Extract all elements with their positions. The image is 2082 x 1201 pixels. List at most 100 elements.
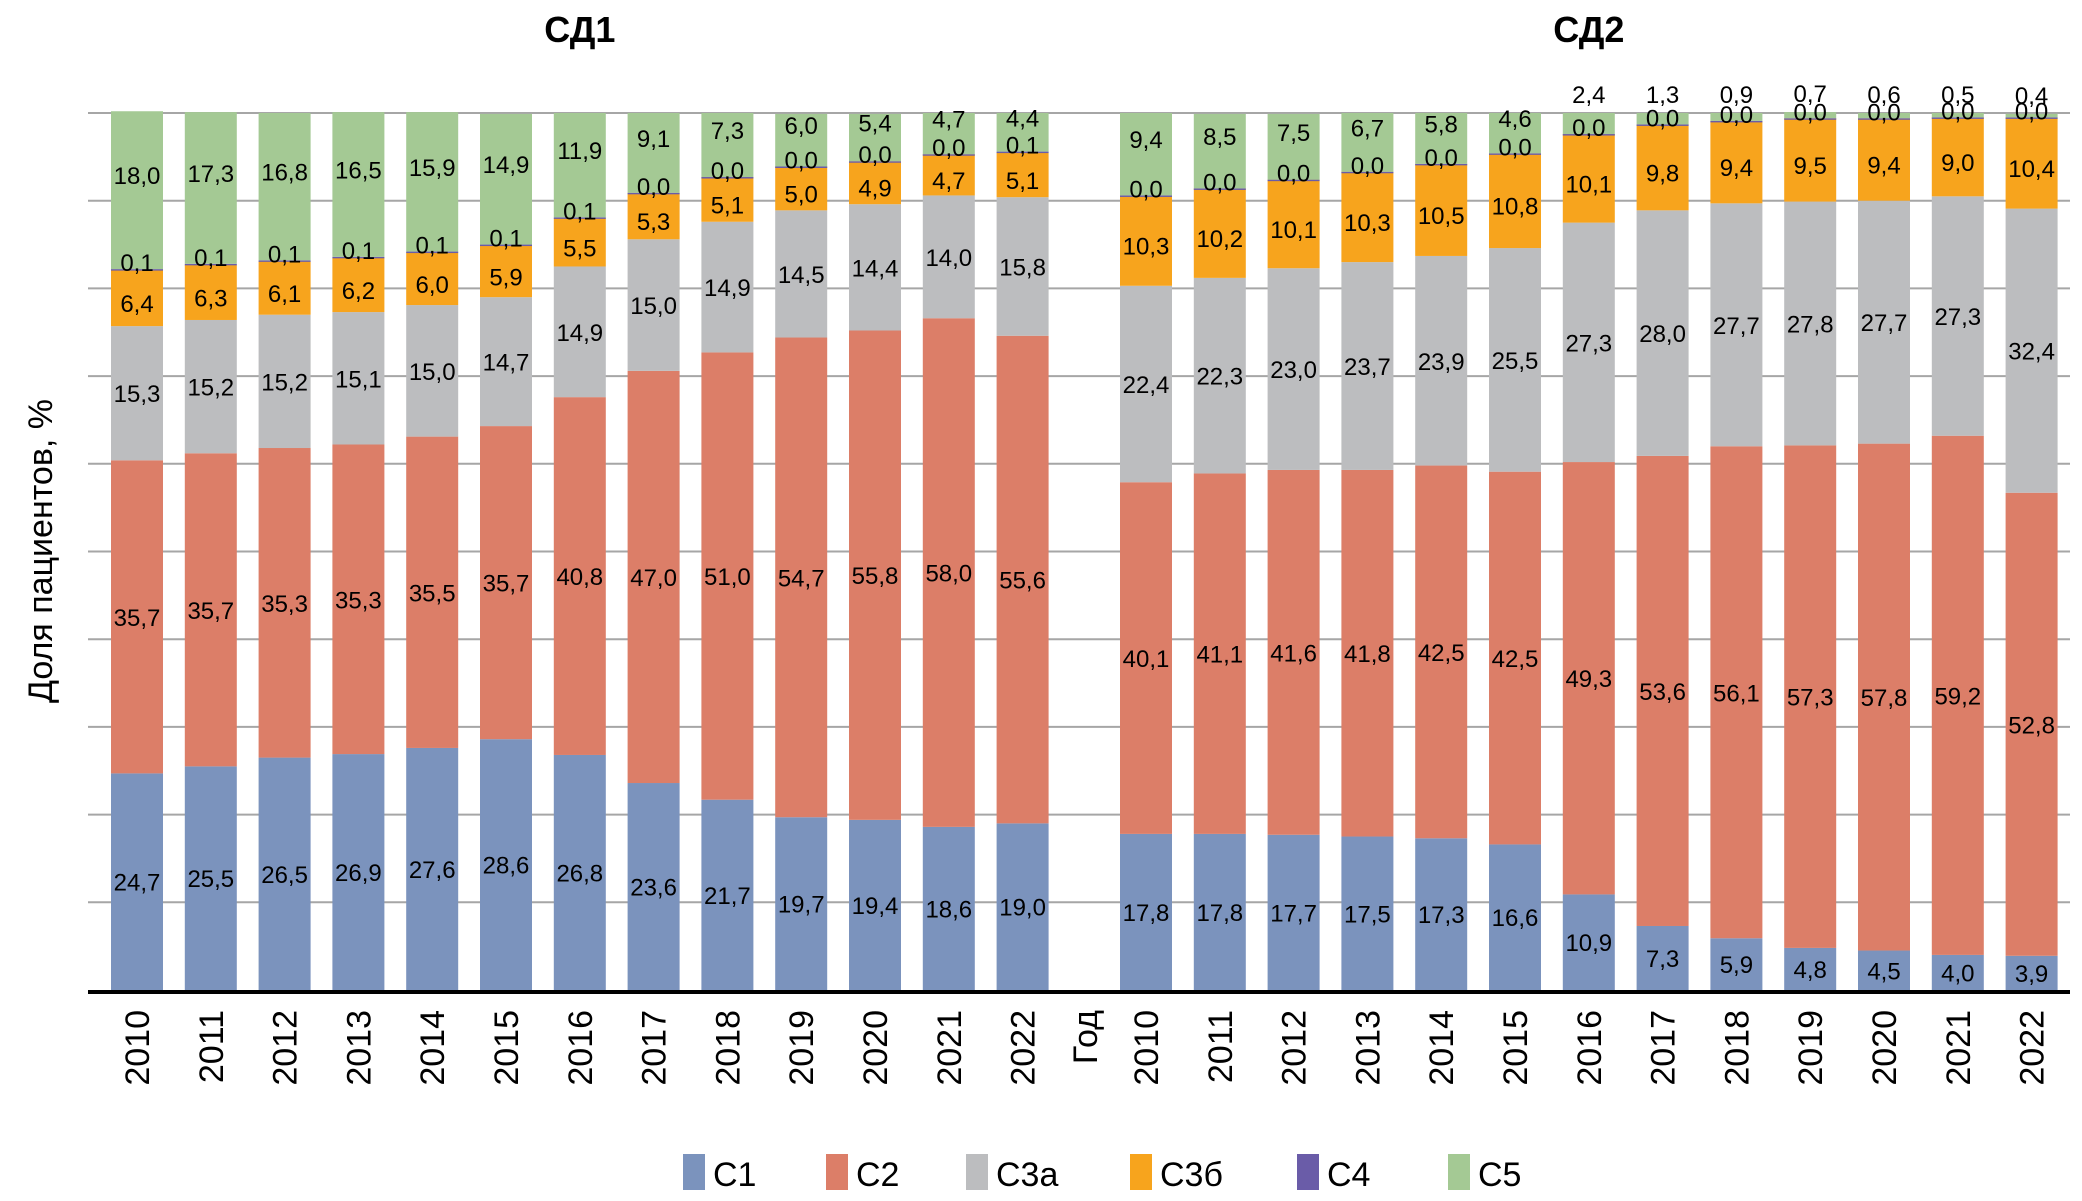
- data-label-c3b: 5,3: [637, 209, 670, 236]
- data-label-c2: 42,5: [1418, 640, 1465, 667]
- data-label-c2: 35,7: [483, 571, 530, 598]
- data-label-c3b: 5,9: [489, 264, 522, 291]
- bar-segment-c2: [1489, 471, 1541, 845]
- data-label-c3a: 15,1: [335, 366, 382, 393]
- data-label-c2: 41,8: [1344, 641, 1391, 668]
- data-label-c1: 23,6: [630, 875, 677, 902]
- gridlines: [88, 112, 2070, 904]
- data-label-c3a: 14,9: [556, 320, 603, 347]
- data-label-c3a: 22,4: [1123, 372, 1170, 399]
- x-tick-label: 2021: [931, 1010, 969, 1086]
- panel-title-sd2: СД2: [1553, 9, 1624, 50]
- data-label-c1: 19,4: [852, 893, 899, 920]
- bar-segment-c2: [111, 460, 163, 774]
- x-tick-label: 2015: [488, 1010, 526, 1086]
- legend-label-c2: С2: [856, 1156, 899, 1194]
- data-label-c2: 35,3: [261, 591, 308, 618]
- bar-segment-c5: [1858, 113, 1910, 119]
- data-label-c1: 25,5: [187, 866, 234, 893]
- bar-segment-c3b: [1710, 120, 1763, 204]
- data-label-c5: 4,6: [1498, 106, 1531, 133]
- bar-segment-c5: [1710, 113, 1763, 121]
- bar-segment-c3a: [258, 314, 311, 449]
- bar-segment-c2: [849, 330, 901, 820]
- x-tick-label: 2011: [193, 1010, 231, 1083]
- data-label-c3a: 15,8: [999, 254, 1046, 281]
- bar-segment-c3b: [1489, 153, 1541, 249]
- data-label-c2: 35,3: [335, 587, 382, 614]
- data-label-c3b: 6,3: [194, 285, 227, 312]
- bar-segment-c3b: [996, 152, 1049, 198]
- data-label-c3b: 10,2: [1196, 226, 1243, 253]
- bar-segment-c5: [480, 113, 532, 245]
- bar-segment-c2: [2005, 492, 2058, 956]
- data-label-c1: 10,9: [1565, 930, 1612, 957]
- x-tick-label: 2016: [562, 1010, 600, 1086]
- data-label-c1: 4,5: [1867, 958, 1900, 985]
- data-label-c2: 55,8: [852, 563, 899, 590]
- bar-segment-c4: [701, 177, 754, 179]
- legend-label-c4: С4: [1327, 1156, 1370, 1194]
- data-label-c4: 0,0: [785, 147, 818, 174]
- data-label-c3b: 10,1: [1565, 171, 1612, 198]
- x-tick-label: 2014: [414, 1010, 452, 1086]
- data-label-c5: 11,9: [557, 138, 602, 165]
- data-label-c5: 0,6: [1867, 82, 1900, 109]
- data-label-c2: 49,3: [1565, 666, 1612, 693]
- data-label-c1: 21,7: [704, 883, 751, 910]
- x-tick-label: 2019: [783, 1010, 821, 1086]
- data-labels: 24,7 35,7 15,3 6,4 0,1 18,0 25,5 35,7 15,2 6,3 0,1…: [114, 81, 2055, 988]
- bar-segment-c2: [1784, 445, 1837, 948]
- data-label-c4: 0,0: [858, 142, 891, 169]
- bar-segment-c2: [996, 335, 1049, 824]
- bar-segment-c3b: [701, 177, 754, 222]
- x-tick-label: 2017: [636, 1010, 674, 1086]
- data-label-c3b: 5,0: [785, 181, 818, 208]
- bar-segment-c1: [1193, 833, 1246, 990]
- bar-segment-c3a: [1858, 200, 1910, 444]
- data-label-c3b: 9,4: [1867, 152, 1900, 179]
- data-label-c3a: 14,0: [925, 245, 972, 272]
- bar-segment-c3a: [922, 195, 975, 319]
- panel-title-sd1: СД1: [544, 9, 615, 50]
- bar-segment-c2: [553, 397, 606, 755]
- data-label-c5: 15,9: [409, 155, 456, 182]
- data-label-c5: 6,7: [1351, 115, 1384, 142]
- bar-segment-c3a: [1710, 203, 1763, 447]
- data-label-c3b: 5,1: [1006, 168, 1039, 195]
- data-label-c4: 0,0: [932, 135, 965, 162]
- bar-segment-c4: [480, 244, 532, 247]
- bar-segment-c5: [1562, 113, 1615, 135]
- bar-segment-c4: [1193, 188, 1246, 190]
- data-label-c1: 3,9: [2015, 961, 2048, 988]
- bar-segment-c3a: [627, 239, 680, 371]
- data-label-c5: 16,8: [261, 160, 308, 187]
- bar-segment-c5: [775, 113, 828, 167]
- data-label-c3a: 14,4: [852, 255, 899, 282]
- data-label-c3b: 5,5: [563, 235, 596, 262]
- bar-segment-c3b: [111, 269, 163, 327]
- data-label-c3b: 6,4: [120, 291, 153, 318]
- data-label-c3a: 23,0: [1270, 357, 1317, 384]
- data-label-c4: 0,0: [2015, 98, 2048, 125]
- data-label-c5: 0,9: [1720, 82, 1753, 109]
- bar-segment-c3a: [1489, 248, 1541, 472]
- bar-segment-c3b: [1120, 195, 1172, 286]
- bar-segment-c2: [1858, 443, 1910, 951]
- bar-segment-c3a: [1562, 222, 1615, 463]
- bar-segment-c3a: [553, 266, 606, 398]
- bar-segment-c3b: [849, 161, 901, 205]
- bar-segment-c4: [1267, 179, 1320, 182]
- legend-label-c5: С5: [1478, 1156, 1521, 1194]
- data-label-c1: 26,5: [261, 862, 308, 889]
- bar-segment-c3a: [184, 319, 237, 454]
- data-label-c4: 0,0: [1572, 115, 1605, 142]
- data-label-c1: 26,9: [335, 860, 382, 887]
- legend-label-c1: С1: [713, 1156, 756, 1194]
- bar-segment-c4: [996, 151, 1049, 154]
- data-label-c3b: 6,2: [342, 278, 375, 305]
- data-label-c3a: 27,8: [1787, 311, 1834, 338]
- data-label-c1: 17,5: [1344, 901, 1391, 928]
- data-label-c4: 0,0: [1351, 153, 1384, 180]
- bar-segment-c4: [332, 256, 385, 259]
